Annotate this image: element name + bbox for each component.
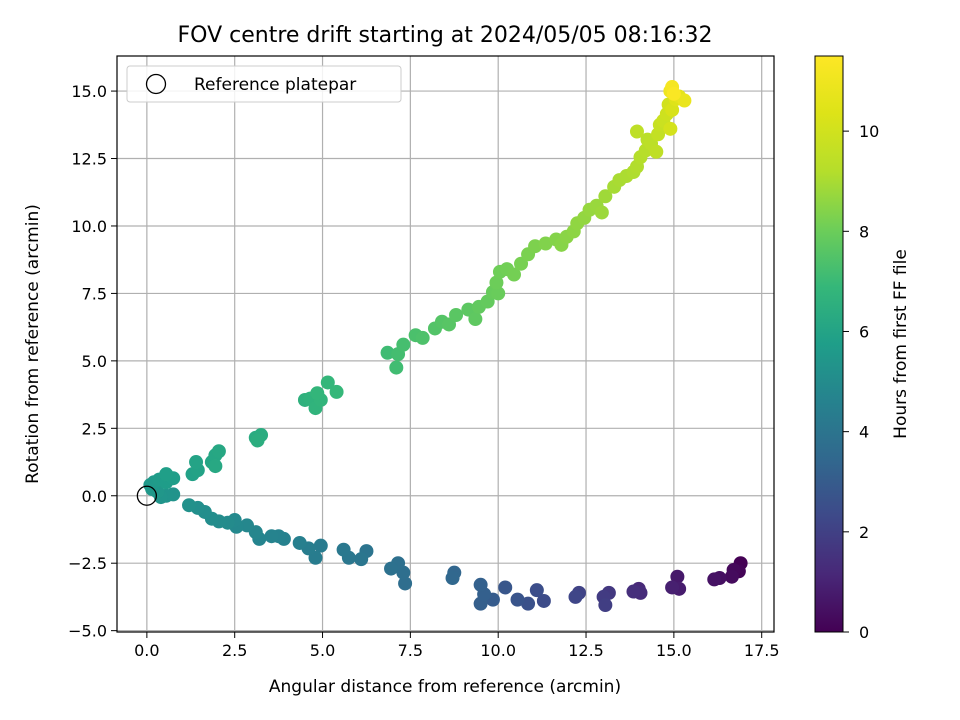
colorbar-tick-label: 8 (859, 222, 869, 241)
data-point (336, 542, 351, 557)
x-tick-label: 10.0 (480, 641, 516, 660)
data-point (182, 498, 197, 513)
x-axis-ticks: 0.0 2.5 5.0 7.5 10.0 12.5 15.0 17.5 (134, 632, 780, 660)
y-tick-label: 10.0 (71, 217, 107, 236)
colorbar-ticks: 0 2 4 6 8 10 (843, 122, 879, 642)
data-point (598, 598, 613, 613)
colorbar-tick-label: 2 (859, 523, 869, 542)
data-point (396, 337, 411, 352)
colorbar-tick-label: 0 (859, 623, 869, 642)
data-point (626, 584, 641, 599)
data-point (528, 239, 543, 254)
y-tick-label: 12.5 (71, 150, 107, 169)
data-point (159, 467, 174, 482)
data-point (449, 307, 464, 322)
data-point (507, 267, 522, 282)
y-tick-label: −5.0 (68, 622, 107, 641)
y-tick-label: 5.0 (82, 352, 107, 371)
legend-reference-marker (145, 73, 167, 95)
data-point (665, 580, 680, 595)
data-point (320, 375, 335, 390)
colorbar-label: Hours from first FF file (891, 249, 911, 439)
plot-frame (116, 55, 775, 633)
data-point (521, 596, 536, 611)
legend-box (126, 65, 402, 103)
colorbar-tick-label: 10 (859, 122, 879, 141)
data-point (536, 593, 551, 608)
grid-lines (117, 56, 774, 632)
data-point (568, 589, 583, 604)
colorbar-gradient (814, 55, 844, 633)
y-tick-label: 7.5 (82, 284, 107, 303)
x-axis-label: Angular distance from reference (arcmin) (269, 677, 621, 697)
data-point (239, 518, 254, 533)
x-tick-label: 15.0 (656, 641, 692, 660)
data-point (649, 144, 664, 159)
y-axis-label: Rotation from reference (arcmin) (23, 204, 43, 484)
x-tick-label: 5.0 (310, 641, 335, 660)
data-point (663, 121, 678, 136)
data-point (313, 538, 328, 553)
data-point (491, 286, 506, 301)
data-point (384, 561, 399, 576)
data-point (510, 592, 525, 607)
y-tick-label: −2.5 (68, 554, 107, 573)
legend: Reference platepar (126, 65, 402, 103)
data-point (380, 345, 395, 360)
data-point (724, 569, 739, 584)
colorbar-tick-label: 4 (859, 423, 869, 442)
y-tick-label: 0.0 (82, 487, 107, 506)
data-point (415, 330, 430, 345)
reference-platepar-marker (136, 485, 158, 506)
x-tick-label: 7.5 (398, 641, 423, 660)
data-point (665, 102, 680, 117)
x-tick-label: 12.5 (568, 641, 604, 660)
data-point (445, 571, 460, 586)
y-tick-label: 2.5 (82, 419, 107, 438)
data-point (498, 580, 513, 595)
data-point (329, 384, 344, 399)
data-point (398, 576, 413, 591)
y-tick-label: 15.0 (71, 82, 107, 101)
data-point (489, 275, 504, 290)
data-point (264, 529, 279, 544)
data-point (594, 205, 609, 220)
data-point (211, 444, 226, 459)
data-point (629, 124, 644, 139)
y-axis-ticks: −5.0 −2.5 0.0 2.5 5.0 7.5 10.0 12.5 15.0 (68, 82, 117, 641)
data-point (189, 455, 204, 470)
scatter-points (136, 80, 748, 613)
data-point (310, 386, 325, 401)
x-tick-label: 17.5 (744, 641, 780, 660)
data-point (666, 86, 681, 101)
x-tick-label: 2.5 (222, 641, 247, 660)
data-point (468, 312, 483, 327)
data-point (538, 236, 553, 251)
data-point (598, 189, 613, 204)
data-point (677, 93, 692, 108)
data-point (354, 552, 369, 567)
x-tick-label: 0.0 (134, 641, 159, 660)
data-point (389, 360, 404, 375)
colorbar: 0 2 4 6 8 10 Hours from first FF file (814, 55, 911, 642)
data-point (250, 433, 265, 448)
data-point (670, 569, 685, 584)
data-point (208, 459, 223, 474)
data-point (292, 535, 307, 550)
data-point (707, 572, 722, 587)
legend-label: Reference platepar (194, 75, 356, 95)
chart-title: FOV centre drift starting at 2024/05/05 … (178, 23, 713, 48)
data-point (529, 583, 544, 598)
colorbar-tick-label: 6 (859, 322, 869, 341)
data-point (473, 577, 488, 592)
